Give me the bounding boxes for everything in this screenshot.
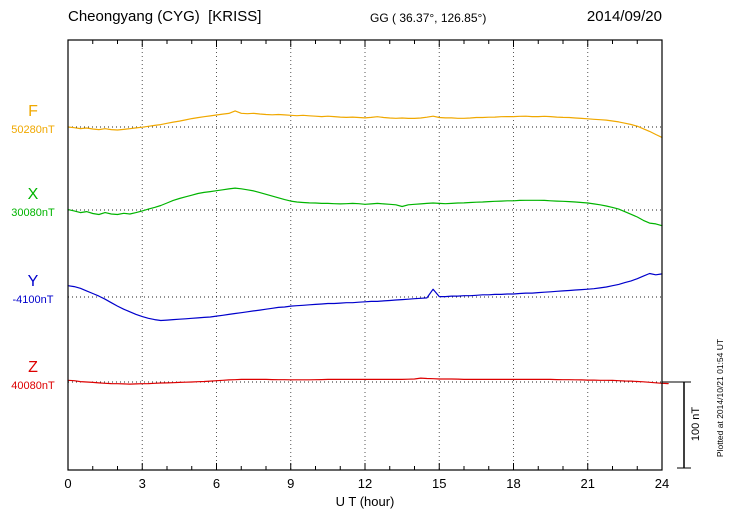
plot-date: 2014/09/20 — [586, 8, 662, 25]
x-tick-9: 9 — [287, 476, 295, 491]
series-baseline-z: 40080nT — [11, 380, 55, 392]
x-tick-21: 21 — [580, 476, 595, 491]
series-name-x: X — [27, 186, 39, 203]
x-tick-15: 15 — [432, 476, 447, 491]
series-baseline-y: -4100nT — [12, 294, 54, 306]
x-tick-0: 0 — [64, 476, 72, 491]
station-coordinates: GG ( 36.37°, 126.85°) — [370, 11, 487, 25]
x-tick-18: 18 — [506, 476, 521, 491]
series-name-z: Z — [28, 359, 38, 376]
series-label-z: Z 40080nT — [4, 360, 62, 392]
series-label-x: X 30080nT — [4, 187, 62, 219]
x-tick-3: 3 — [138, 476, 146, 491]
x-tick-6: 6 — [212, 476, 221, 491]
x-axis-label: U T (hour) — [335, 494, 395, 509]
series-label-y: Y -4100nT — [4, 274, 62, 306]
series-baseline-f: 50280nT — [11, 124, 55, 136]
x-tick-24: 24 — [654, 476, 670, 491]
x-tick-12: 12 — [357, 476, 373, 491]
series-baseline-x: 30080nT — [11, 207, 55, 219]
station-title: Cheongyang (CYG) [KRISS] — [68, 8, 262, 25]
plotted-at-note: Plotted at 2014/10/21 01:54 UT — [715, 338, 725, 458]
x-axis-tick-labels: 0 3 6 9 12 15 18 21 24 — [0, 476, 730, 492]
scale-bar-label: 100 nT — [690, 406, 702, 442]
series-name-f: F — [28, 103, 38, 120]
series-label-f: F 50280nT — [4, 104, 62, 136]
series-name-y: Y — [27, 273, 39, 290]
